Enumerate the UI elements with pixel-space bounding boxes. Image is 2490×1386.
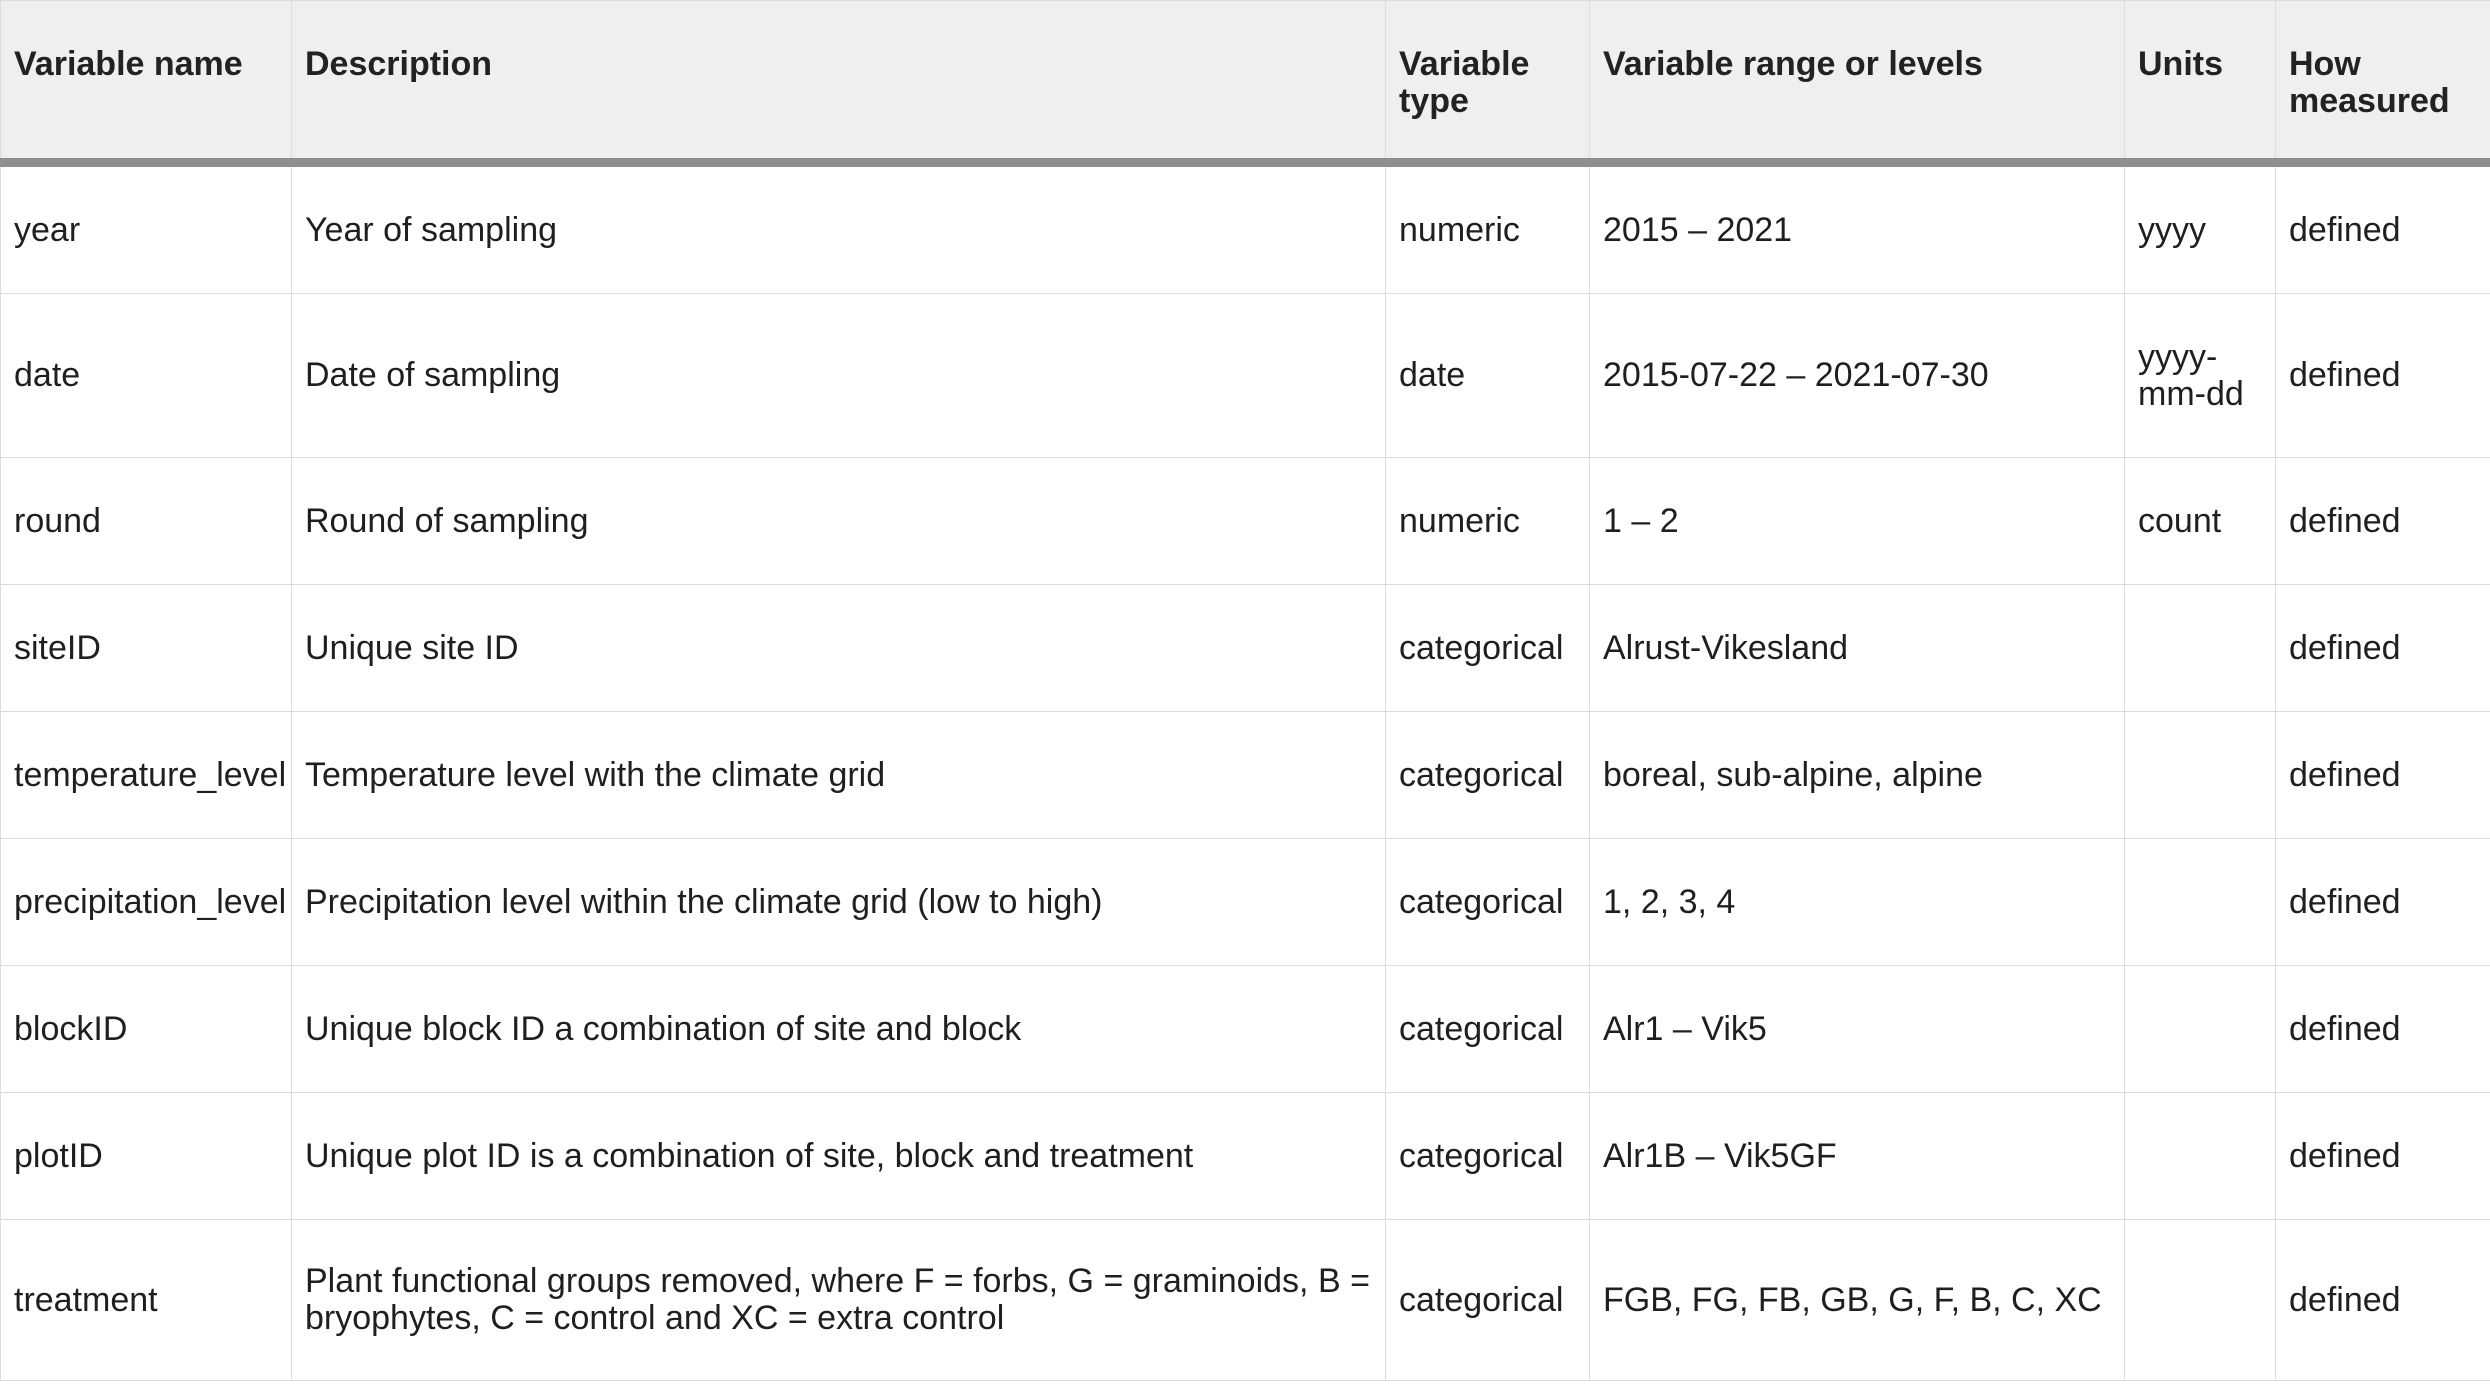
cell-how-measured: defined — [2275, 838, 2490, 966]
table-row: plotID Unique plot ID is a combination o… — [0, 1092, 2490, 1220]
cell-variable-type: date — [1385, 293, 1590, 458]
header-description[interactable]: Description — [291, 0, 1386, 167]
cell-description: Date of sampling — [291, 293, 1386, 458]
cell-description: Year of sampling — [291, 162, 1386, 294]
cell-units — [2124, 711, 2276, 839]
header-variable-name[interactable]: Variable name — [0, 0, 292, 167]
cell-variable-type: numeric — [1385, 162, 1590, 294]
cell-range: Alrust-Vikesland — [1589, 584, 2125, 712]
table-row: date Date of sampling date 2015-07-22 – … — [0, 293, 2490, 458]
cell-how-measured: defined — [2275, 965, 2490, 1093]
cell-how-measured: defined — [2275, 1092, 2490, 1220]
cell-variable-name: siteID — [0, 584, 292, 712]
cell-description: Unique block ID a combination of site an… — [291, 965, 1386, 1093]
cell-variable-type: categorical — [1385, 965, 1590, 1093]
cell-description: Temperature level with the climate grid — [291, 711, 1386, 839]
header-how-measured[interactable]: How measured — [2275, 0, 2490, 167]
cell-units: yyyy — [2124, 162, 2276, 294]
cell-variable-type: categorical — [1385, 838, 1590, 966]
cell-variable-type: categorical — [1385, 1219, 1590, 1381]
cell-range: Alr1B – Vik5GF — [1589, 1092, 2125, 1220]
cell-variable-name: year — [0, 162, 292, 294]
cell-range: 2015 – 2021 — [1589, 162, 2125, 294]
cell-how-measured: defined — [2275, 162, 2490, 294]
cell-units — [2124, 1092, 2276, 1220]
cell-how-measured: defined — [2275, 457, 2490, 585]
cell-description: Unique site ID — [291, 584, 1386, 712]
table-row: round Round of sampling numeric 1 – 2 co… — [0, 457, 2490, 585]
table-row: year Year of sampling numeric 2015 – 202… — [0, 162, 2490, 294]
cell-variable-name: date — [0, 293, 292, 458]
cell-description: Plant functional groups removed, where F… — [291, 1219, 1386, 1381]
table-row: siteID Unique site ID categorical Alrust… — [0, 584, 2490, 712]
cell-variable-type: numeric — [1385, 457, 1590, 585]
cell-how-measured: defined — [2275, 293, 2490, 458]
cell-range: FGB, FG, FB, GB, G, F, B, C, XC — [1589, 1219, 2125, 1381]
table-row: precipitation_level Precipitation level … — [0, 838, 2490, 966]
cell-how-measured: defined — [2275, 1219, 2490, 1381]
cell-variable-name: precipitation_level — [0, 838, 292, 966]
cell-range: 1 – 2 — [1589, 457, 2125, 585]
cell-units — [2124, 838, 2276, 966]
cell-units — [2124, 965, 2276, 1093]
cell-variable-name: round — [0, 457, 292, 585]
cell-units — [2124, 584, 2276, 712]
cell-description: Precipitation level within the climate g… — [291, 838, 1386, 966]
table-row: treatment Plant functional groups remove… — [0, 1219, 2490, 1381]
cell-units: count — [2124, 457, 2276, 585]
cell-range: Alr1 – Vik5 — [1589, 965, 2125, 1093]
cell-variable-type: categorical — [1385, 584, 1590, 712]
cell-variable-name: temperature_level — [0, 711, 292, 839]
cell-range: 1, 2, 3, 4 — [1589, 838, 2125, 966]
cell-description: Round of sampling — [291, 457, 1386, 585]
cell-how-measured: defined — [2275, 584, 2490, 712]
cell-variable-type: categorical — [1385, 1092, 1590, 1220]
cell-variable-type: categorical — [1385, 711, 1590, 839]
cell-range: boreal, sub-alpine, alpine — [1589, 711, 2125, 839]
table-row: blockID Unique block ID a combination of… — [0, 965, 2490, 1093]
cell-description: Unique plot ID is a combination of site,… — [291, 1092, 1386, 1220]
cell-units: yyyy-mm-dd — [2124, 293, 2276, 458]
cell-range: 2015-07-22 – 2021-07-30 — [1589, 293, 2125, 458]
table-row: temperature_level Temperature level with… — [0, 711, 2490, 839]
cell-variable-name: treatment — [0, 1219, 292, 1381]
header-variable-range[interactable]: Variable range or levels — [1589, 0, 2125, 167]
cell-variable-name: blockID — [0, 965, 292, 1093]
header-units[interactable]: Units — [2124, 0, 2276, 167]
header-variable-type[interactable]: Variable type — [1385, 0, 1590, 167]
cell-how-measured: defined — [2275, 711, 2490, 839]
header-row: Variable name Description Variable type … — [0, 0, 2490, 167]
cell-variable-name: plotID — [0, 1092, 292, 1220]
cell-units — [2124, 1219, 2276, 1381]
